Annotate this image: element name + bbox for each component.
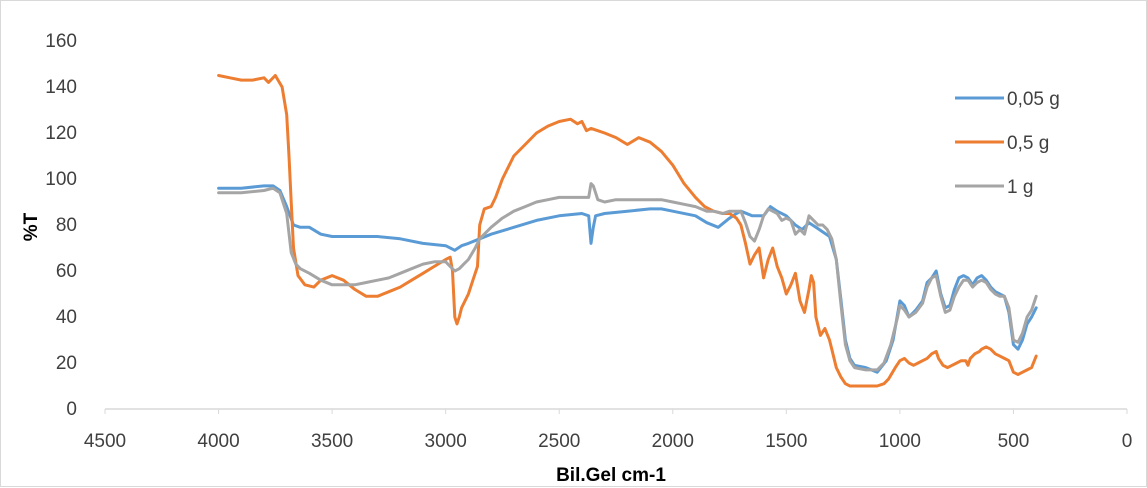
- y-axis-title: %T: [21, 212, 42, 241]
- legend: 0,05 g 0,5 g 1 g: [955, 89, 1060, 198]
- y-tick-label: 0: [66, 399, 77, 420]
- legend-label: 0,05 g: [1007, 89, 1060, 110]
- x-tick-label: 2500: [538, 431, 580, 452]
- series-lines: [217, 74, 1038, 388]
- series-line-2: [217, 182, 1038, 372]
- series-line-1: [217, 74, 1038, 388]
- x-axis-title: Bil.Gel cm-1: [556, 465, 666, 486]
- series-line-0: [217, 184, 1038, 374]
- y-tick-label: 80: [56, 215, 77, 236]
- axis-lines: [104, 408, 1128, 414]
- x-tick-label: 500: [998, 431, 1030, 452]
- legend-label: 1 g: [1007, 177, 1033, 198]
- y-tick-label: 120: [45, 123, 77, 144]
- y-tick-label: 60: [56, 261, 77, 282]
- y-tick-label: 140: [45, 77, 77, 98]
- x-tick-label: 4500: [84, 431, 126, 452]
- x-tick-label: 1500: [765, 431, 807, 452]
- x-tick-label: 3000: [425, 431, 467, 452]
- x-tick-label: 4000: [197, 431, 239, 452]
- x-tick-label: 1000: [879, 431, 921, 452]
- y-tick-label: 40: [56, 307, 77, 328]
- y-tick-label: 20: [56, 353, 77, 374]
- x-tick-label: 2000: [652, 431, 694, 452]
- x-tick-label: 0: [1122, 431, 1133, 452]
- x-axis-tick-labels: 4500 4000 3500 3000 2500 2000 1500 1000 500 0: [84, 431, 1132, 452]
- legend-label: 0,5 g: [1007, 133, 1049, 154]
- y-axis-tick-labels: 0 20 40 60 80 100 120 140 160: [45, 31, 77, 420]
- y-tick-label: 160: [45, 31, 77, 52]
- x-tick-label: 3500: [311, 431, 353, 452]
- y-tick-label: 100: [45, 169, 77, 190]
